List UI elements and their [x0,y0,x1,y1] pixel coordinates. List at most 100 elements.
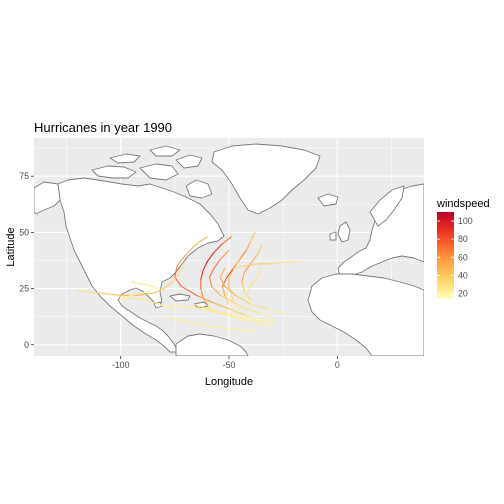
track-segment [258,312,273,319]
track-segment [189,321,213,328]
legend-tick-label: 100 [458,216,473,226]
track-segment [143,299,161,305]
track-segment [202,261,208,272]
track-segment [260,319,278,323]
track-segment [211,326,234,330]
track-segment [234,254,243,267]
hurricane-track [120,290,152,301]
track-segment [245,285,252,296]
track-segment [152,285,165,292]
arctic-islands [91,145,213,199]
track-segment [200,288,204,299]
track-segment [250,303,269,310]
x-tick-label: 0 [335,360,340,370]
track-segment [245,308,260,314]
track-segment [213,258,221,269]
x-tick-label: -100 [112,360,130,370]
track-segment [228,308,247,317]
x-axis: -100 -50 0 [112,356,340,370]
track-segment [178,263,187,274]
track-segment [221,276,228,287]
legend-tick-label: 20 [458,288,468,298]
track-segment [221,285,226,296]
track-segment [254,321,273,328]
track-segment [256,267,263,278]
track-segment [174,265,178,278]
track-segment [219,267,226,278]
y-tick-label: 25 [19,284,29,294]
scandinavia-landmass [369,185,405,227]
legend-title: windspeed [436,198,490,210]
track-segment [241,281,245,292]
track-segment [232,265,245,269]
track-segment [219,312,239,319]
track-segment [234,294,252,305]
track-segment [243,317,263,321]
track-segment [185,306,204,310]
hurricane-track [167,317,256,332]
track-segment [221,236,232,245]
track-segment [137,292,154,296]
hurricane-track [76,263,187,296]
track-segment [141,290,152,294]
track-segment [206,308,226,314]
y-axis: 0 25 50 75 [19,171,34,350]
track-segment [250,254,258,265]
track-segment [226,267,234,278]
hurricane-track [221,231,256,305]
track-segment [211,301,230,310]
track-segment [167,303,187,308]
track-segment [224,285,237,296]
track-segment [232,301,247,310]
track-segment [193,303,208,310]
track-segment [256,245,263,256]
track-segment [141,283,154,287]
x-axis-title: Longitude [205,376,253,388]
hurricane-track [193,303,278,323]
track-segment [167,317,191,323]
hurricane-tracks [76,231,299,332]
hurricane-track [174,236,263,323]
british-isles [329,221,351,243]
track-segment [219,294,234,303]
track-segment [206,252,215,263]
hurricane-track [245,267,263,305]
hurricane-track [167,303,273,328]
legend-tick-label: 40 [458,270,468,280]
track-segment [208,267,215,278]
y-tick-label: 50 [19,227,29,237]
track-segment [243,263,258,267]
x-tick-label: -50 [223,360,236,370]
track-segment [241,272,245,283]
track-segment [176,254,187,267]
north-america-landmass [57,177,225,353]
y-tick-label: 75 [19,171,29,181]
track-segment [267,308,284,314]
track-segment [232,328,256,332]
legend-colorbar [437,212,454,298]
y-tick-label: 0 [24,340,29,350]
track-segment [128,297,146,301]
track-segment [163,281,174,290]
track-segment [237,317,256,323]
track-segment [152,288,165,294]
hurricane-track [241,245,263,301]
track-segment [174,276,182,287]
track-segment [202,308,221,314]
windspeed-legend: windspeed 20 40 60 80 100 [436,198,490,298]
landmasses [34,143,424,356]
track-segment [185,243,198,256]
legend-tick-label: 80 [458,234,468,244]
track-segment [224,294,230,305]
track-segment [195,236,208,245]
track-segment [98,292,122,296]
y-axis-title: Latitude [5,227,17,266]
track-segment [224,312,245,319]
hurricane-track [219,267,284,314]
track-segment [180,285,198,296]
track-segment [239,249,247,260]
hurricane-track [208,249,273,319]
track-segment [250,276,258,287]
track-segment [219,249,230,260]
